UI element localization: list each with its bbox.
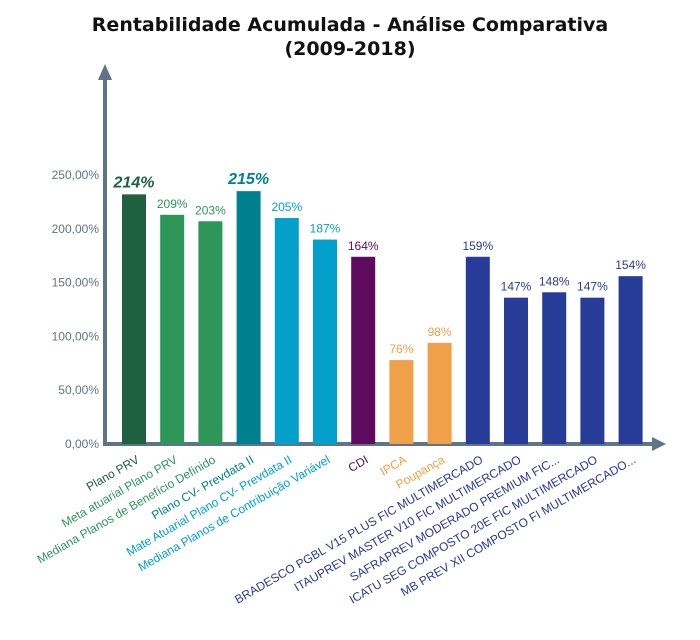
bar-value-label: 214% <box>113 174 155 191</box>
bar <box>504 297 528 444</box>
bar-value-label: 164% <box>348 239 379 253</box>
bar <box>389 360 414 444</box>
y-tick-label: 0,00% <box>65 437 99 451</box>
bar <box>351 256 376 444</box>
bar <box>274 218 299 444</box>
bar <box>465 256 490 444</box>
bar-value-label: 203% <box>195 203 226 217</box>
bar-value-label: 187% <box>310 222 341 236</box>
bar-value-label: 154% <box>615 258 646 272</box>
x-category-label: CDI <box>346 452 371 474</box>
bar-value-label: 147% <box>577 280 608 294</box>
bar <box>580 297 605 444</box>
bar-value-label: 205% <box>271 200 302 214</box>
bar-value-label: 215% <box>227 171 269 188</box>
bar-value-label: 148% <box>539 274 570 288</box>
bar-value-label: 147% <box>501 280 532 294</box>
y-tick-label: 250,00% <box>52 168 100 182</box>
chart-title: Rentabilidade Acumulada - Análise Compar… <box>91 14 609 36</box>
y-tick-label: 100,00% <box>52 329 100 343</box>
x-axis-arrow <box>652 437 666 451</box>
bar-value-label: 98% <box>428 325 452 339</box>
bar <box>122 194 146 444</box>
bar <box>236 191 261 444</box>
bar <box>542 292 567 444</box>
bar-value-label: 76% <box>389 342 413 356</box>
y-tick-label: 200,00% <box>52 222 100 236</box>
bar <box>427 342 452 444</box>
bar <box>198 221 223 444</box>
bar <box>313 239 337 444</box>
y-axis-arrow <box>98 64 112 80</box>
y-tick-label: 150,00% <box>52 276 100 290</box>
bar <box>618 276 643 444</box>
y-tick-label: 50,00% <box>58 383 99 397</box>
bar-value-label: 159% <box>462 239 493 253</box>
bar <box>160 214 185 444</box>
chart-subtitle: (2009-2018) <box>284 38 416 60</box>
bar-value-label: 209% <box>157 197 188 211</box>
